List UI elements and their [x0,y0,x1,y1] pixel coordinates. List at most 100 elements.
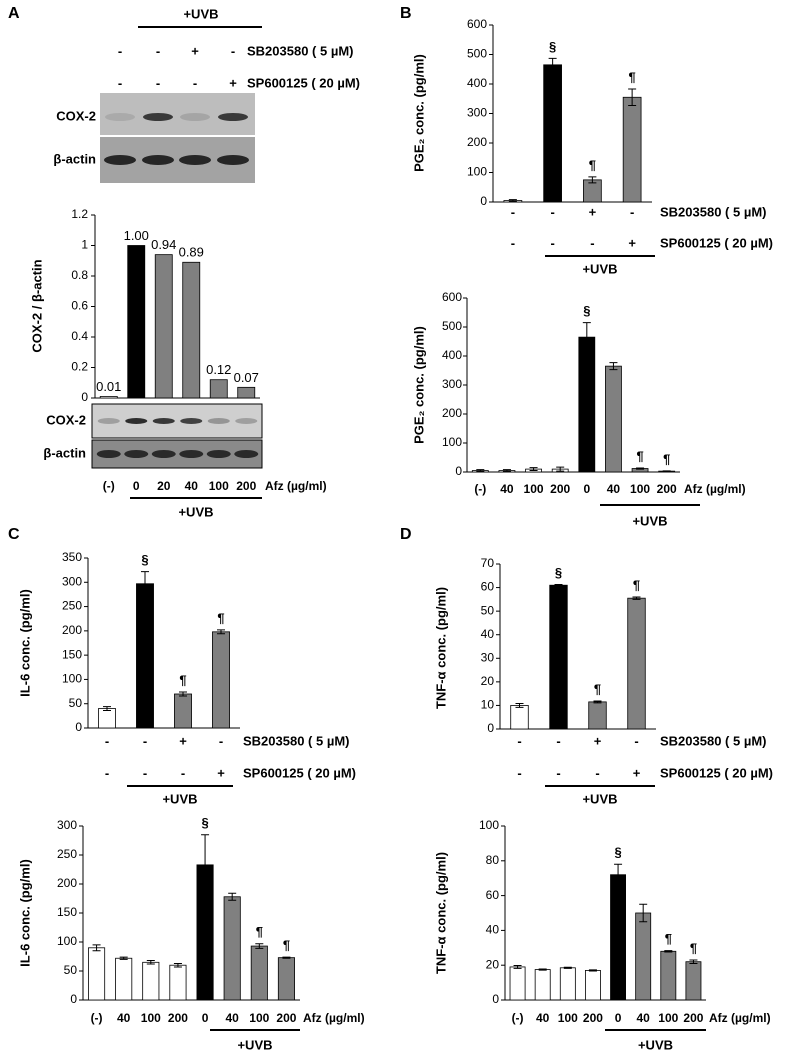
treatment-sign: - [181,765,185,780]
y-tick-label: 100 [467,165,487,179]
error-bar [476,469,485,472]
y-tick-label: 250 [57,847,77,861]
group-label: +UVB [178,504,213,519]
annotation: ¶ [283,938,290,953]
error-bar [563,966,572,969]
y-tick-label: 0 [81,390,88,404]
y-tick-label: 40 [481,627,495,641]
annotation: § [141,552,148,567]
y-axis-label: IL-6 conc. (pg/ml) [17,589,32,697]
blot-band [180,418,203,424]
blot-band [217,155,249,165]
x-tick-label: 100 [524,482,544,496]
bar [174,693,192,729]
error-bar [548,57,557,72]
bar [88,947,106,1001]
y-tick-label: 0.4 [71,329,88,343]
bar [509,966,526,1001]
error-bar [513,965,522,969]
bar [127,245,146,399]
bar [212,631,230,729]
x-tick-label: 100 [658,1011,678,1025]
error-bar [255,943,264,949]
treatment-sign: - [517,733,521,748]
bar [115,957,133,1001]
x-axis-label: Afz (µg/ml) [684,482,746,496]
error-bar [217,629,225,635]
error-bar [282,956,291,959]
group-label: +UVB [582,791,617,806]
error-bar [92,944,101,952]
x-tick-label: 40 [536,1011,550,1025]
bar [136,583,154,729]
x-tick-label: (-) [103,479,115,493]
treatment-sign: + [229,75,237,90]
error-bar [632,596,641,600]
blot-header: +UVB [183,6,218,21]
error-bar [228,892,237,901]
x-tick-label: 40 [607,482,621,496]
y-tick-label: 0.8 [71,268,88,282]
bar [610,874,627,1001]
annotation: § [555,565,562,580]
treatment-sign: - [550,204,554,219]
treatment-label: SP600125 ( 20 µM) [660,235,773,250]
x-tick-label: (-) [91,1011,103,1025]
x-tick-label: 100 [630,482,650,496]
treatment-sign: - [143,765,147,780]
treatment-sign: + [589,204,597,219]
blot-band [235,418,258,424]
treatment-sign: - [556,765,560,780]
x-tick-label: 0 [615,1011,622,1025]
y-axis-label: PGE₂ conc. (pg/ml) [411,54,426,172]
annotation: ¶ [663,451,670,466]
treatment-sign: - [193,75,197,90]
annotation: ¶ [633,577,640,592]
y-tick-label: 50 [69,696,83,710]
error-bar [201,834,210,896]
bar [154,254,173,399]
y-tick-label: 300 [62,574,82,588]
error-bar [538,968,547,971]
x-tick-label: 40 [500,482,514,496]
treatment-label: SB203580 ( 5 µM) [247,43,353,58]
bar [605,365,622,473]
y-tick-label: 300 [442,377,462,391]
treatment-label: SP600125 ( 20 µM) [243,765,356,780]
y-axis-label: TNF-α conc. (pg/ml) [433,852,448,974]
x-tick-label: 40 [226,1011,240,1025]
x-tick-label: 0 [133,479,140,493]
treatment-sign: + [633,765,641,780]
blot-band [206,450,231,458]
y-tick-label: 60 [481,580,495,594]
bar [169,964,187,1001]
x-tick-label: 0 [583,482,590,496]
annotation: ¶ [179,672,186,687]
error-bar [614,863,623,886]
y-axis-label: IL-6 conc. (pg/ml) [17,859,32,967]
error-bar [636,467,645,470]
y-tick-label: 0 [70,992,77,1006]
x-tick-label: 200 [683,1011,703,1025]
error-bar [554,584,563,587]
error-bar [588,969,597,972]
error-bar [689,959,698,964]
blot-band [96,450,121,458]
x-tick-label: 100 [249,1011,269,1025]
error-bar [173,962,182,968]
annotation: ¶ [217,610,224,625]
error-bar [662,470,671,472]
panel-label: D [400,526,412,543]
error-bar [502,469,511,472]
y-tick-label: 60 [486,888,500,902]
x-tick-label: 100 [209,479,229,493]
x-tick-label: 200 [583,1011,603,1025]
y-tick-label: 300 [57,818,77,832]
bar [660,950,677,1001]
y-tick-label: 10 [481,698,495,712]
annotation: ¶ [665,931,672,946]
treatment-label: SB203580 ( 5 µM) [660,733,766,748]
bar [585,970,601,1001]
